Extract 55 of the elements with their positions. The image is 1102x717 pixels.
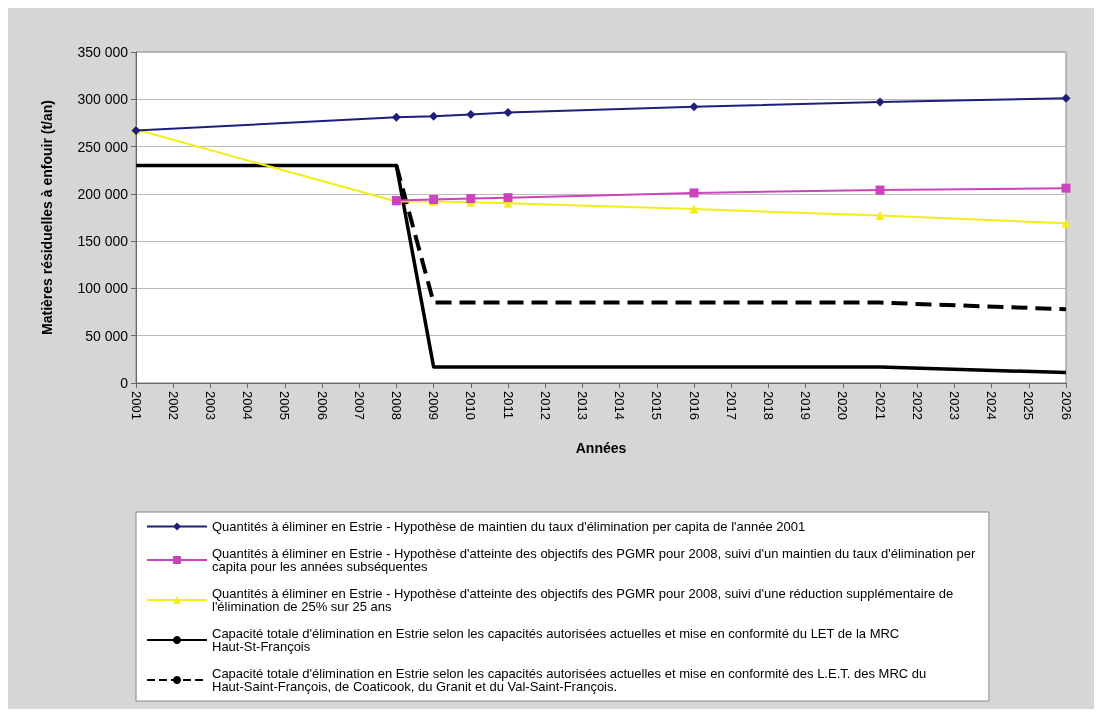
x-tick-label: 2015 xyxy=(649,391,665,420)
point xyxy=(1061,218,1071,228)
point xyxy=(1061,183,1071,193)
x-tick-label: 2002 xyxy=(165,391,181,420)
y-tick-label: 150 000 xyxy=(77,233,129,250)
legend-label: Quantités à éliminer en Estrie - Hypothèse d'atteinte des objectifs des PGMR pour 2008, suivi d'un maintien du taux d'élimination per capita pour les années subséquentes xyxy=(212,546,979,574)
x-tick-label: 2022 xyxy=(909,391,925,420)
x-tick-label: 2020 xyxy=(835,391,851,420)
point xyxy=(875,97,885,107)
legend-label: Capacité totale d'élimination en Estrie selon les capacités autorisées actuelles et mise en conformité du LET de la MRC Haut-St-François xyxy=(212,626,903,654)
x-tick-label: 2014 xyxy=(612,391,628,420)
point xyxy=(1061,93,1071,103)
x-tick-label: 2011 xyxy=(500,391,516,419)
x-tick-label: 2023 xyxy=(946,391,962,420)
point xyxy=(503,193,513,203)
x-tick-label: 2013 xyxy=(574,391,590,420)
point xyxy=(689,188,699,198)
x-tick-label: 2005 xyxy=(277,391,293,420)
x-tick-label: 2001 xyxy=(128,391,144,420)
y-tick-label: 300 000 xyxy=(77,91,129,108)
point xyxy=(875,211,885,221)
x-tick-label: 2007 xyxy=(351,391,367,420)
x-tick-label: 2016 xyxy=(686,391,702,420)
x-tick-label: 2021 xyxy=(872,391,888,420)
x-tick-label: 2006 xyxy=(314,391,330,420)
point xyxy=(689,204,699,214)
legend-label: Quantités à éliminer en Estrie - Hypothèse d'atteinte des objectifs des PGMR pour 2008, suivi d'une réduction supplémentaire de l'élimination de 25% sur 25 ans xyxy=(212,586,957,614)
point xyxy=(875,185,885,195)
legend-label: Quantités à éliminer en Estrie - Hypothèse de maintien du taux d'élimination per capita de l'année 2001 xyxy=(212,519,806,534)
legend-label: Capacité totale d'élimination en Estrie selon les capacités autorisées actuelles et mise en conformité des L.E.T. des MRC du Haut-Saint-François, de Coaticook, du Granit et du Val-Saint-François. xyxy=(212,666,930,694)
y-tick-label: 100 000 xyxy=(77,280,129,297)
x-tick-label: 2008 xyxy=(388,391,404,420)
x-tick-label: 2010 xyxy=(463,391,479,420)
x-tick-label: 2003 xyxy=(202,391,218,420)
point xyxy=(466,109,476,119)
y-tick-label: 250 000 xyxy=(77,138,129,155)
y-tick-label: 0 xyxy=(120,375,129,391)
y-tick-label: 200 000 xyxy=(77,185,129,202)
y-tick-label: 350 000 xyxy=(77,44,129,60)
point xyxy=(429,111,439,121)
x-tick-label: 2017 xyxy=(723,391,739,420)
x-tick-label: 2024 xyxy=(984,391,1000,420)
x-tick-label: 2004 xyxy=(240,391,256,420)
x-tick-label: 2018 xyxy=(760,391,776,420)
x-axis-title: Années xyxy=(575,440,627,456)
x-tick-label: 2019 xyxy=(798,391,814,420)
x-tick-label: 2009 xyxy=(426,391,442,420)
point xyxy=(503,108,513,118)
y-tick-label: 50 000 xyxy=(85,327,129,344)
x-tick-label: 2026 xyxy=(1058,391,1074,420)
x-tick-label: 2025 xyxy=(1021,391,1037,420)
point xyxy=(689,102,699,112)
point xyxy=(391,112,401,122)
y-axis-title: Matières résiduelles à enfouir (t/an) xyxy=(39,100,55,335)
x-tick-label: 2012 xyxy=(537,391,553,420)
